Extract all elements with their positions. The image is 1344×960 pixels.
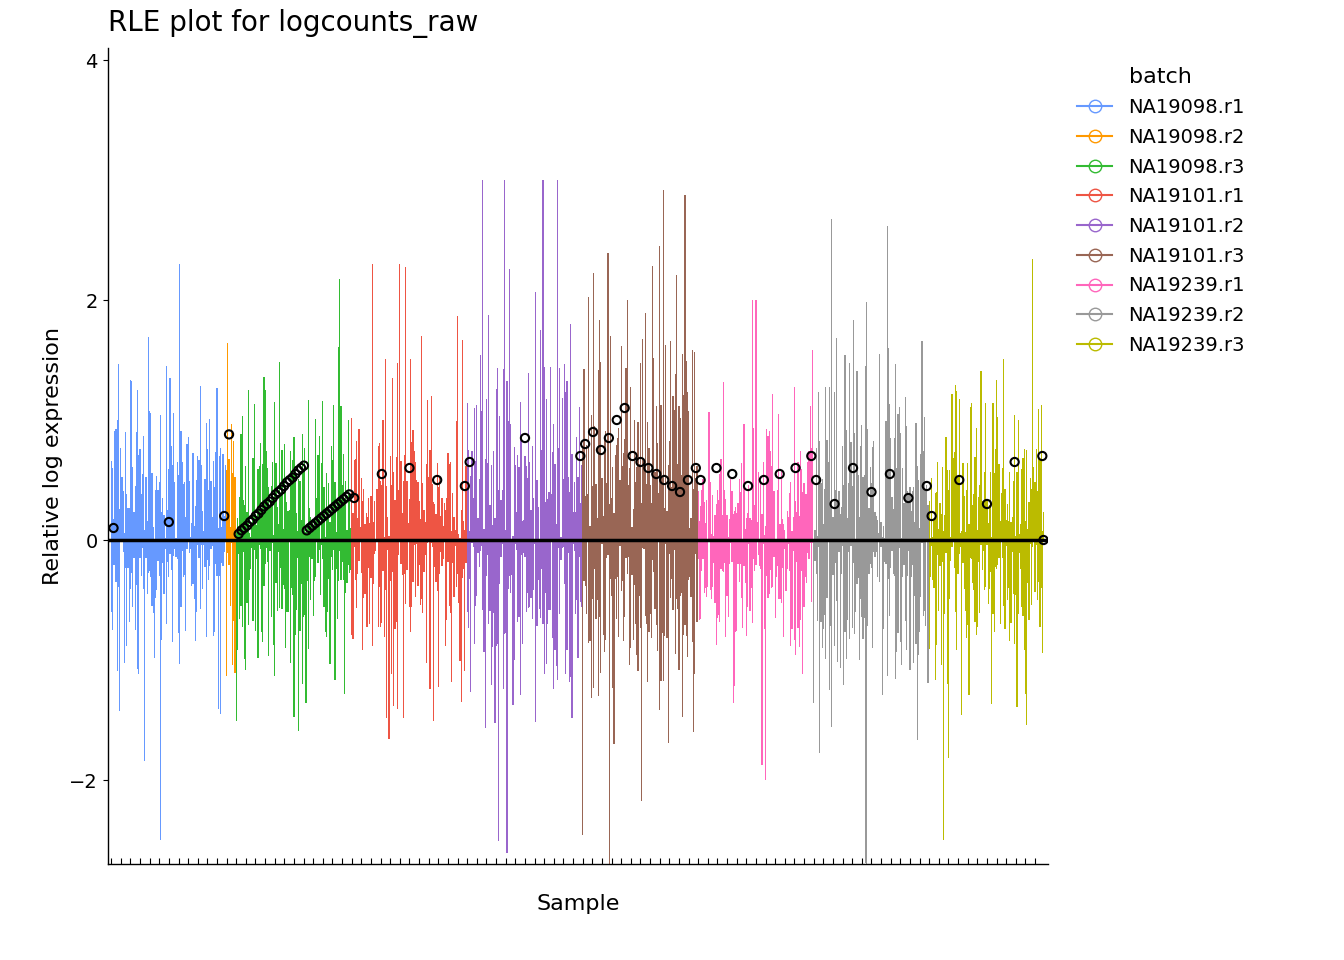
- Point: [280, 472, 301, 488]
- Point: [622, 448, 644, 464]
- Point: [324, 499, 345, 515]
- Point: [860, 484, 882, 499]
- Point: [917, 478, 938, 493]
- Point: [296, 522, 317, 538]
- Point: [590, 443, 612, 458]
- Point: [976, 496, 997, 512]
- Point: [949, 472, 970, 488]
- Point: [159, 515, 180, 530]
- Point: [898, 491, 919, 506]
- Point: [1032, 448, 1054, 464]
- Point: [661, 478, 683, 493]
- Point: [247, 506, 269, 521]
- Point: [242, 512, 263, 527]
- Point: [313, 509, 335, 524]
- Point: [293, 458, 314, 473]
- Point: [301, 518, 323, 534]
- Point: [738, 478, 759, 493]
- Point: [276, 475, 297, 490]
- Legend: NA19098.r1, NA19098.r2, NA19098.r3, NA19101.r1, NA19101.r2, NA19101.r3, NA19239.: NA19098.r1, NA19098.r2, NA19098.r3, NA19…: [1067, 58, 1254, 365]
- Point: [316, 506, 337, 521]
- Point: [689, 472, 711, 488]
- Point: [231, 522, 253, 538]
- Point: [879, 467, 900, 482]
- Point: [614, 400, 636, 416]
- Point: [257, 496, 278, 512]
- Point: [801, 448, 823, 464]
- Point: [371, 467, 392, 482]
- Point: [333, 492, 355, 507]
- Point: [753, 472, 774, 488]
- Point: [265, 487, 286, 502]
- Point: [1032, 532, 1054, 547]
- Point: [805, 472, 827, 488]
- Point: [769, 467, 790, 482]
- X-axis label: Sample: Sample: [536, 894, 620, 914]
- Point: [288, 463, 309, 478]
- Point: [574, 436, 595, 452]
- Point: [598, 430, 620, 445]
- Point: [298, 520, 320, 536]
- Point: [653, 472, 675, 488]
- Point: [214, 509, 235, 524]
- Point: [685, 461, 707, 476]
- Point: [259, 493, 281, 509]
- Point: [336, 490, 358, 505]
- Point: [582, 424, 603, 440]
- Point: [305, 516, 327, 531]
- Point: [228, 526, 250, 541]
- Point: [645, 467, 667, 482]
- Point: [344, 491, 366, 506]
- Point: [290, 461, 312, 476]
- Point: [458, 454, 480, 469]
- Point: [262, 491, 284, 506]
- Point: [310, 511, 332, 526]
- Point: [273, 478, 294, 493]
- Point: [218, 426, 239, 442]
- Point: [331, 493, 352, 509]
- Point: [267, 484, 289, 499]
- Point: [285, 467, 306, 482]
- Point: [785, 461, 806, 476]
- Point: [250, 502, 271, 517]
- Point: [270, 482, 292, 497]
- Point: [706, 461, 727, 476]
- Point: [1004, 454, 1025, 469]
- Point: [308, 513, 329, 528]
- Point: [426, 472, 448, 488]
- Point: [722, 467, 743, 482]
- Point: [843, 461, 864, 476]
- Point: [339, 487, 360, 502]
- Point: [234, 520, 255, 536]
- Point: [570, 448, 591, 464]
- Point: [637, 461, 659, 476]
- Point: [515, 430, 536, 445]
- Y-axis label: Relative log expression: Relative log expression: [43, 327, 63, 585]
- Point: [239, 515, 261, 530]
- Point: [669, 484, 691, 499]
- Point: [921, 509, 942, 524]
- Point: [677, 472, 699, 488]
- Point: [327, 496, 348, 512]
- Point: [102, 520, 124, 536]
- Point: [321, 501, 343, 516]
- Point: [630, 454, 652, 469]
- Point: [319, 503, 340, 518]
- Point: [245, 509, 266, 524]
- Point: [399, 461, 421, 476]
- Point: [606, 413, 628, 428]
- Point: [282, 470, 304, 486]
- Text: RLE plot for logcounts_raw: RLE plot for logcounts_raw: [108, 10, 478, 38]
- Point: [454, 478, 476, 493]
- Point: [237, 518, 258, 534]
- Point: [824, 496, 845, 512]
- Point: [254, 499, 276, 515]
